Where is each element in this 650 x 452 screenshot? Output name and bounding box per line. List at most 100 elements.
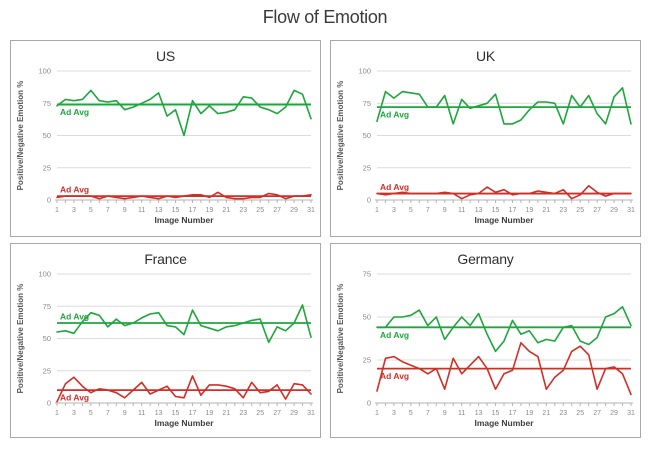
x-tick-label: 27 xyxy=(593,207,601,214)
x-axis xyxy=(55,199,313,203)
data-line-positive xyxy=(376,86,632,125)
chart-title-france: France xyxy=(144,251,187,267)
x-tick-label: 9 xyxy=(123,410,127,417)
y-tick-label: 100 xyxy=(38,270,51,279)
data-line-positive xyxy=(56,304,312,344)
x-tick-label: 29 xyxy=(290,207,298,214)
x-tick-label: 13 xyxy=(155,410,163,417)
x-tick-label: 5 xyxy=(89,207,93,214)
x-tick-label: 23 xyxy=(559,207,567,214)
x-axis-title: Image Number xyxy=(154,418,214,428)
series-positive: Ad Avg xyxy=(56,89,312,137)
y-axis-title: Positive/Negative Emotion % xyxy=(16,284,25,394)
y-tick-label: 50 xyxy=(43,131,51,140)
x-tick-label: 25 xyxy=(576,410,584,417)
x-axis xyxy=(55,402,313,406)
avg-label-positive: Ad Avg xyxy=(380,330,409,340)
x-tick-label: 27 xyxy=(593,410,601,417)
y-tick-label: 50 xyxy=(363,131,371,140)
x-tick-label: 15 xyxy=(492,410,500,417)
y-tick-label: 25 xyxy=(363,356,371,365)
y-tick-label: 0 xyxy=(47,399,51,408)
x-tick-label: 11 xyxy=(458,207,465,214)
avg-label-negative: Ad Avg xyxy=(60,185,89,195)
data-line-negative xyxy=(376,185,632,200)
chart-panel-france: France 0 25 50 75 100 1 3 5 7 9 11 13 15 17 19 21 23 25 27… xyxy=(10,243,321,438)
x-tick-label: 23 xyxy=(239,410,247,417)
x-axis xyxy=(375,199,633,203)
x-tick-label: 29 xyxy=(610,207,618,214)
x-tick-label: 17 xyxy=(509,410,517,417)
x-axis-title: Image Number xyxy=(154,215,214,225)
x-tick-label: 19 xyxy=(526,207,534,214)
series-negative: Ad Avg xyxy=(56,185,312,200)
x-tick-label: 31 xyxy=(627,207,635,214)
avg-label-negative: Ad Avg xyxy=(380,371,409,381)
y-gridlines xyxy=(377,273,631,361)
x-tick-label: 7 xyxy=(106,410,110,417)
x-tick-label: 19 xyxy=(526,410,534,417)
series-negative: Ad Avg xyxy=(56,375,312,403)
y-axis-title: Positive/Negative Emotion % xyxy=(16,81,25,191)
chart-title-uk: UK xyxy=(475,48,496,64)
series-positive: Ad Avg xyxy=(56,304,312,344)
y-gridlines xyxy=(57,70,311,169)
x-tick-label: 1 xyxy=(55,410,59,417)
y-tick-label: 100 xyxy=(38,67,51,76)
x-tick-label: 3 xyxy=(72,410,76,417)
x-tick-label: 9 xyxy=(123,207,127,214)
page-title: Flow of Emotion xyxy=(262,7,388,27)
x-tick-label: 3 xyxy=(392,207,396,214)
avg-label-negative: Ad Avg xyxy=(380,182,409,192)
x-tick-label: 25 xyxy=(256,410,264,417)
x-tick-label: 27 xyxy=(273,410,281,417)
chart-title-us: US xyxy=(155,48,176,64)
y-gridlines xyxy=(57,273,311,372)
x-tick-label: 27 xyxy=(273,207,281,214)
y-tick-label: 25 xyxy=(43,163,51,172)
x-tick-label: 5 xyxy=(89,410,93,417)
x-tick-label: 13 xyxy=(475,207,483,214)
x-tick-label: 21 xyxy=(542,410,550,417)
y-tick-label: 75 xyxy=(43,99,51,108)
x-tick-label: 17 xyxy=(189,207,197,214)
y-tick-label: 75 xyxy=(363,270,371,279)
x-tick-label: 15 xyxy=(172,207,180,214)
x-tick-label: 5 xyxy=(409,207,413,214)
y-tick-label: 50 xyxy=(363,313,371,322)
x-tick-label: 29 xyxy=(610,410,618,417)
x-tick-label: 7 xyxy=(426,207,430,214)
chart-title-germany: Germany xyxy=(457,251,514,267)
avg-label-negative: Ad Avg xyxy=(60,393,89,403)
avg-label-positive: Ad Avg xyxy=(60,312,89,322)
series-negative: Ad Avg xyxy=(376,182,632,200)
x-tick-label: 31 xyxy=(627,410,635,417)
x-tick-label: 19 xyxy=(206,410,214,417)
y-gridlines xyxy=(377,70,631,169)
data-line-negative xyxy=(56,375,312,403)
x-tick-label: 13 xyxy=(155,207,163,214)
x-tick-label: 1 xyxy=(55,207,59,214)
data-line-positive xyxy=(376,305,632,353)
x-tick-label: 15 xyxy=(172,410,180,417)
chart-panel-germany: Germany 0 25 50 75 1 3 5 7 9 11 13 15 17 19 21 23 25 27 29… xyxy=(330,243,641,438)
y-tick-label: 75 xyxy=(43,302,51,311)
x-tick-label: 7 xyxy=(106,207,110,214)
y-tick-label: 100 xyxy=(358,67,371,76)
x-tick-label: 13 xyxy=(475,410,483,417)
x-tick-label: 9 xyxy=(443,207,447,214)
y-axis-title: Positive/Negative Emotion % xyxy=(336,81,345,191)
x-tick-label: 9 xyxy=(443,410,447,417)
x-tick-label: 21 xyxy=(222,207,230,214)
avg-label-positive: Ad Avg xyxy=(380,110,409,120)
x-tick-label: 25 xyxy=(576,207,584,214)
x-tick-label: 31 xyxy=(307,207,315,214)
x-tick-label: 3 xyxy=(72,207,76,214)
y-tick-label: 0 xyxy=(367,196,371,205)
x-tick-label: 21 xyxy=(222,410,230,417)
x-tick-label: 19 xyxy=(206,207,214,214)
x-tick-label: 21 xyxy=(542,207,550,214)
